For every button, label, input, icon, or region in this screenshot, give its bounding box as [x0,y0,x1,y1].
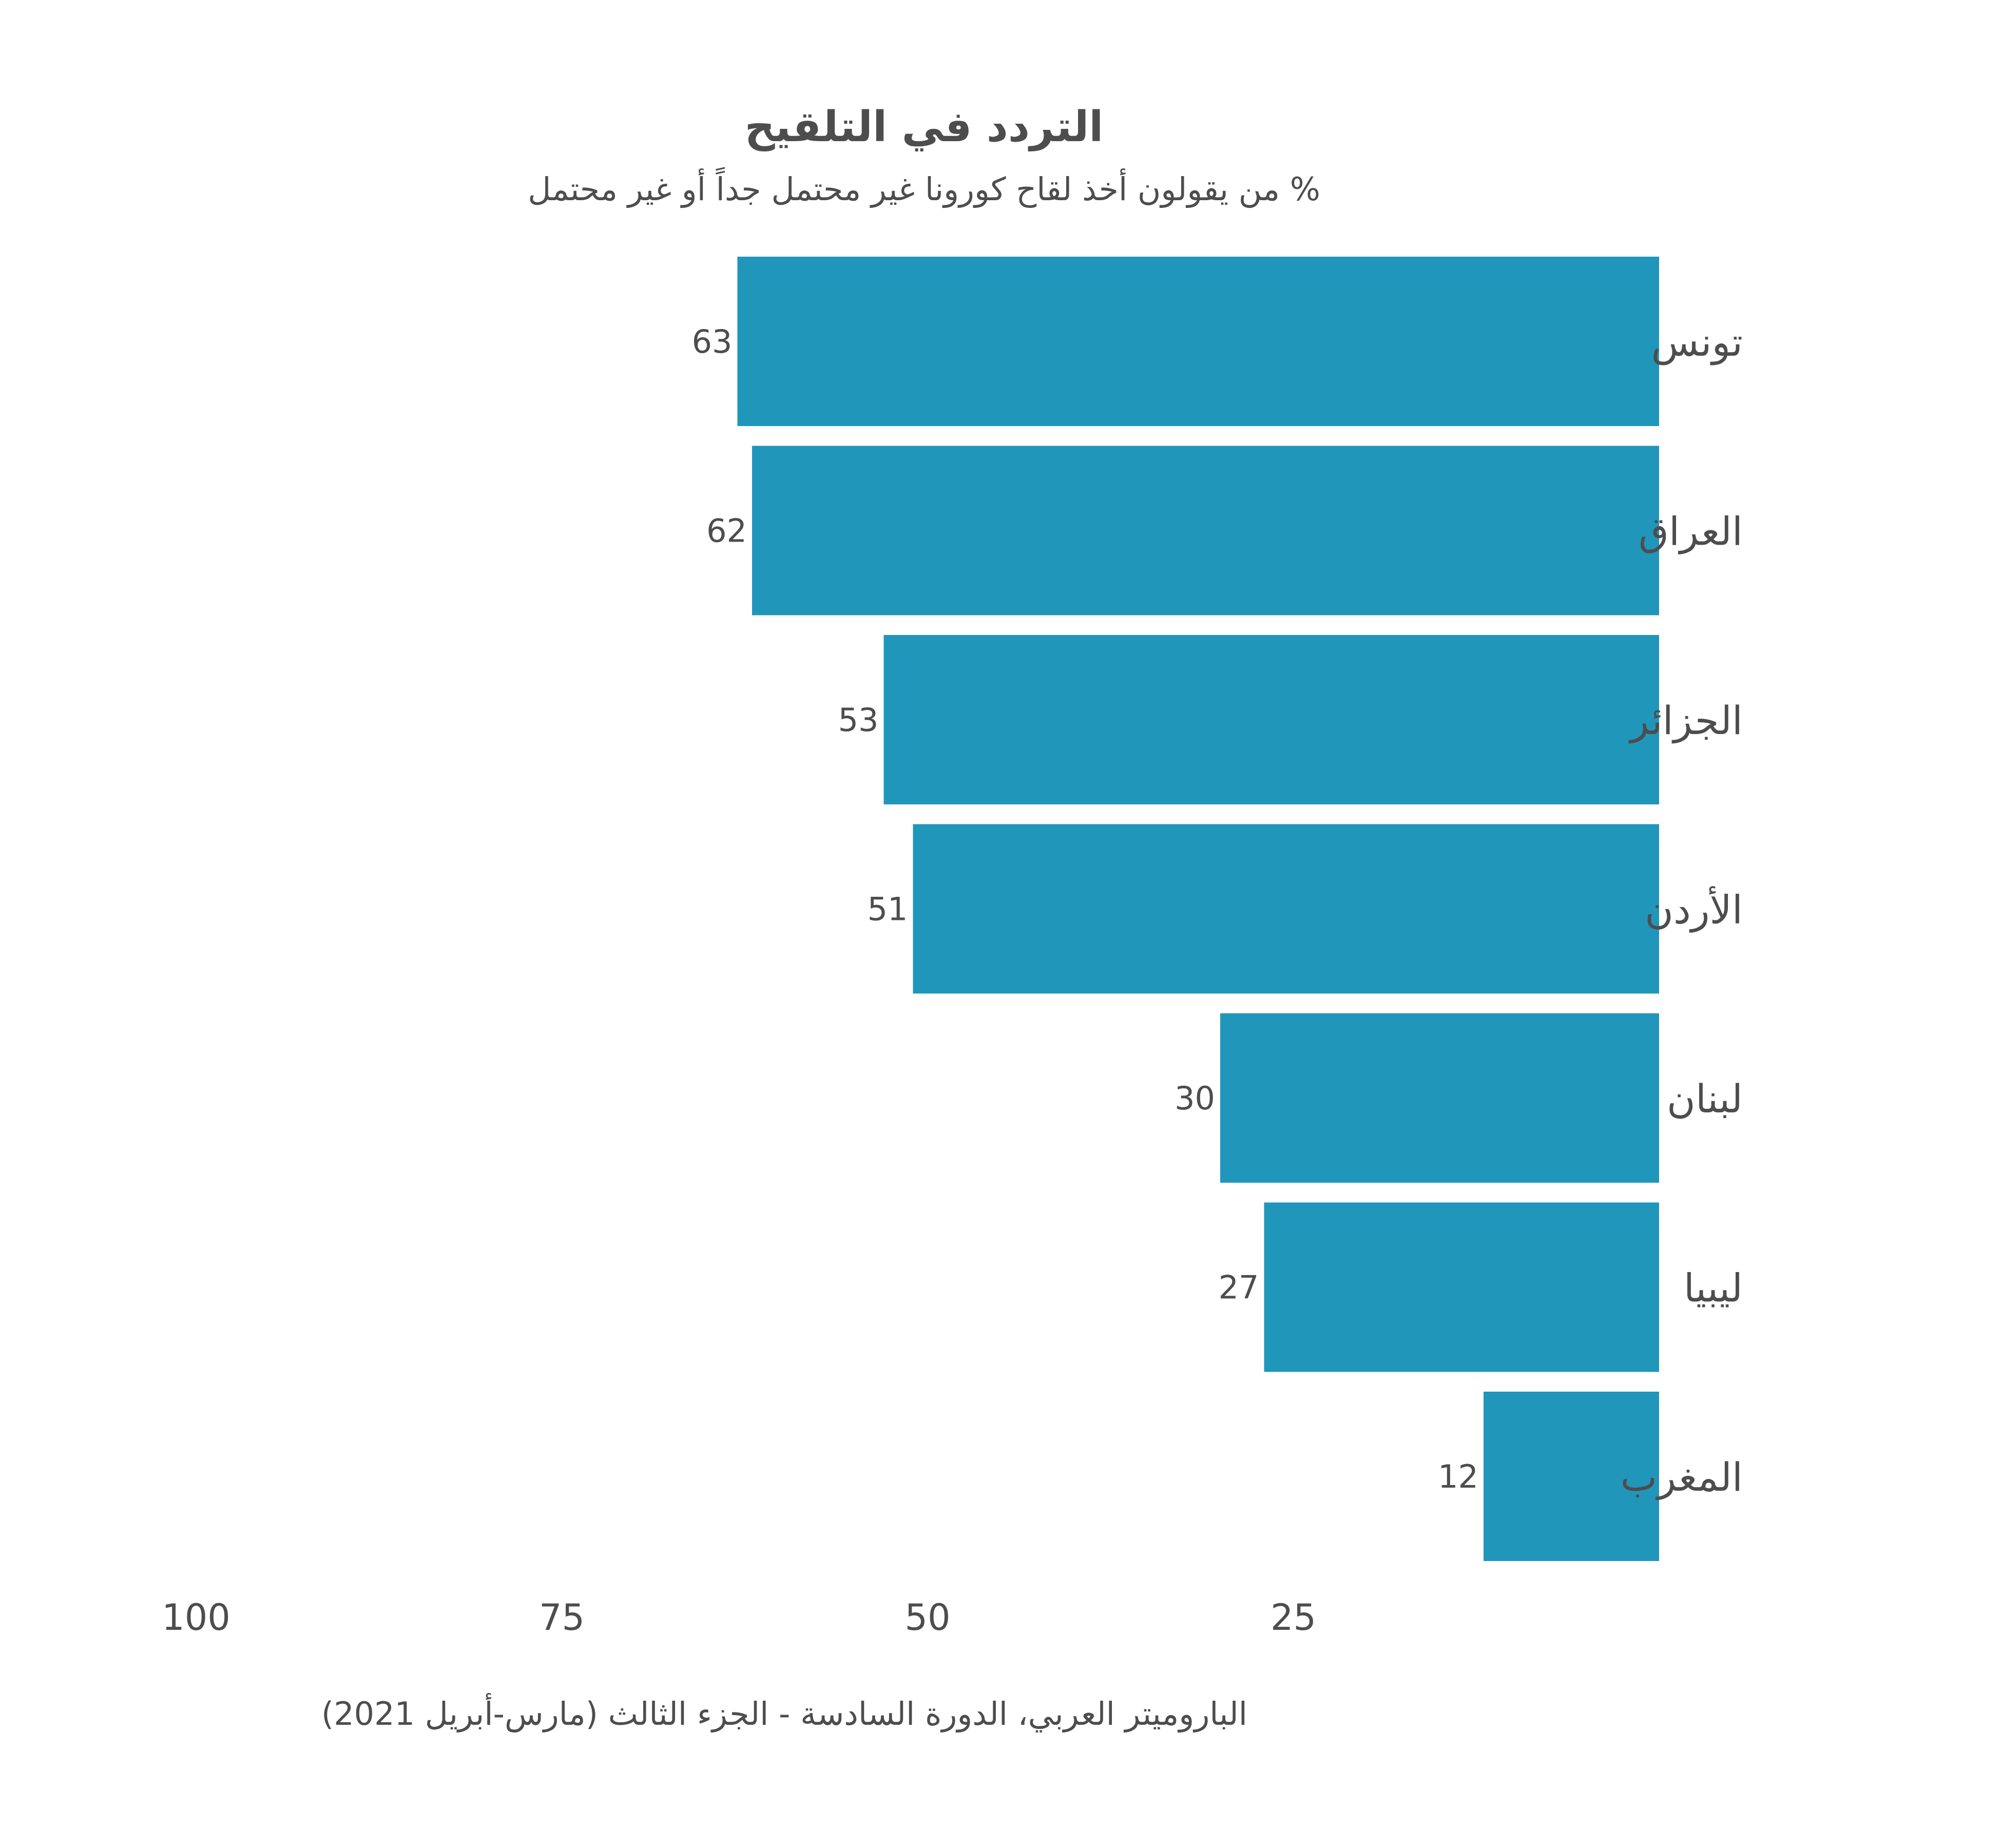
chart-source: الباروميتر العربي، الدورة السادسة - الجز… [321,1693,1247,1732]
bar-value-label: 62 [706,512,747,550]
x-tick-label: 100 [162,1596,230,1639]
x-tick-label: 50 [904,1596,950,1639]
bar-value-label: 63 [692,323,733,360]
bar [1220,1013,1659,1183]
bar [883,635,1659,804]
category-label: المغرب [1621,1454,1743,1500]
category-label: تونس [1651,319,1743,365]
chart-subtitle: % من يقولون أخذ لقاح كورونا غير محتمل جد… [528,166,1320,208]
category-label: الجزائر [1628,698,1743,744]
bar-value-label: 51 [868,891,908,928]
x-axis-ticks: 100 75 50 25 [162,1596,1316,1639]
bar [752,446,1659,615]
bar [913,824,1659,994]
bar [737,257,1659,426]
category-label: الأردن [1645,887,1743,933]
bar-value-label: 27 [1219,1269,1259,1306]
category-label: لبنان [1667,1076,1743,1122]
bar-value-label: 53 [838,701,879,739]
category-label: العراق [1639,509,1743,555]
bars-group: 63 تونس 62 العراق 53 الجزائر 51 الأردن 30 لبنان 27… [692,257,1743,1561]
category-label: ليبيا [1684,1265,1743,1311]
bar [1484,1392,1659,1561]
bar-value-label: 12 [1438,1458,1478,1495]
bar-value-label: 30 [1175,1080,1215,1117]
bar [1264,1202,1659,1372]
x-tick-label: 75 [539,1596,585,1639]
chart-title: التردد في التلقيح [745,103,1104,151]
x-tick-label: 25 [1270,1596,1316,1639]
